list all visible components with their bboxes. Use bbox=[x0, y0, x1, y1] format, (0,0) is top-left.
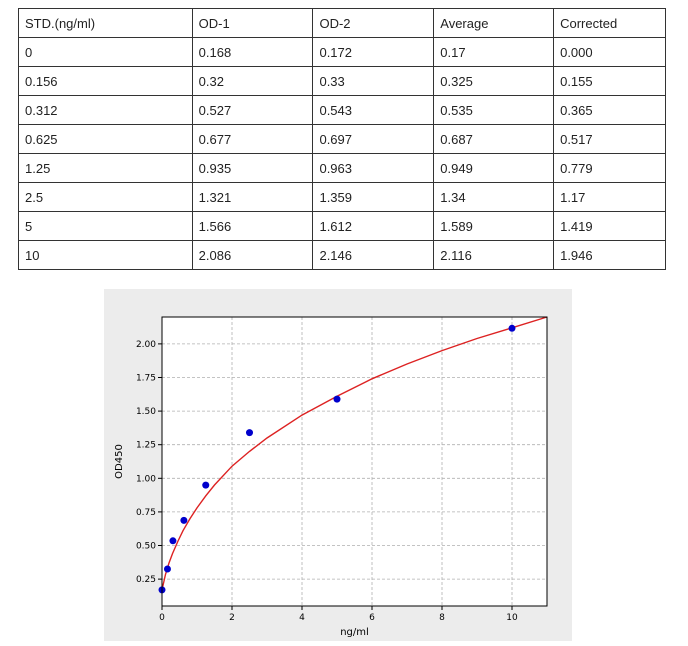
table-cell: 0.325 bbox=[433, 66, 555, 96]
table-row: 1.25 0.935 0.963 0.949 0.779 bbox=[18, 153, 666, 183]
table-header-cell: STD.(ng/ml) bbox=[18, 8, 193, 38]
table-row: 0.312 0.527 0.543 0.535 0.365 bbox=[18, 95, 666, 125]
table-cell: 2.5 bbox=[18, 182, 193, 212]
table-cell: 0.155 bbox=[553, 66, 666, 96]
table-cell: 0 bbox=[18, 37, 193, 67]
standard-curve-table: STD.(ng/ml) OD-1 OD-2 Average Corrected 0 0.16… bbox=[18, 8, 666, 270]
table-header-cell: Corrected bbox=[553, 8, 666, 38]
data-point bbox=[180, 516, 188, 524]
table-cell: 5 bbox=[18, 211, 193, 241]
x-tick-label: 10 bbox=[506, 613, 518, 623]
table-cell: 2.086 bbox=[191, 240, 314, 270]
table-cell: 1.612 bbox=[312, 211, 435, 241]
x-tick-label: 8 bbox=[439, 613, 445, 623]
data-point bbox=[169, 537, 177, 545]
y-tick-label: 0.75 bbox=[136, 508, 156, 518]
x-tick-label: 0 bbox=[159, 613, 165, 623]
y-tick-label: 1.25 bbox=[136, 441, 156, 451]
data-point bbox=[508, 324, 516, 332]
table-cell: 0.168 bbox=[191, 37, 314, 67]
x-tick-label: 2 bbox=[229, 613, 235, 623]
plot-frame bbox=[161, 316, 548, 607]
standard-curve-figure: 0 2 4 6 8 10 0.25 0.50 0.75 1.00 1.25 1.50 1.75 2.00 n… bbox=[104, 289, 572, 641]
table-cell: 0.779 bbox=[553, 153, 666, 183]
plot-area bbox=[162, 317, 547, 606]
table-header-cell: OD-1 bbox=[191, 8, 314, 38]
y-tick-label: 0.50 bbox=[136, 542, 156, 552]
table-row: 5 1.566 1.612 1.589 1.419 bbox=[18, 211, 666, 241]
table-row: 0.625 0.677 0.697 0.687 0.517 bbox=[18, 124, 666, 154]
table-cell: 1.589 bbox=[433, 211, 555, 241]
y-tick-label: 2.00 bbox=[136, 340, 156, 350]
y-tick-label: 1.75 bbox=[136, 373, 156, 383]
table-cell: 1.946 bbox=[553, 240, 666, 270]
x-tick-label: 4 bbox=[299, 613, 305, 623]
table-row: 0 0.168 0.172 0.17 0.000 bbox=[18, 37, 666, 67]
table-cell: 0.535 bbox=[433, 95, 555, 125]
table-cell: 0.312 bbox=[18, 95, 193, 125]
y-tick-label: 0.25 bbox=[136, 575, 156, 585]
table-cell: 1.566 bbox=[191, 211, 314, 241]
table-cell: 1.25 bbox=[18, 153, 193, 183]
table-cell: 0.527 bbox=[191, 95, 314, 125]
table-cell: 0.000 bbox=[553, 37, 666, 67]
table-cell: 0.935 bbox=[191, 153, 314, 183]
table-cell: 0.697 bbox=[312, 124, 435, 154]
data-point bbox=[333, 395, 341, 403]
table-cell: 0.172 bbox=[312, 37, 435, 67]
table-header-cell: Average bbox=[433, 8, 555, 38]
table-cell: 0.33 bbox=[312, 66, 435, 96]
table-cell: 0.963 bbox=[312, 153, 435, 183]
fit-curve bbox=[161, 316, 548, 591]
y-tick-label: 1.00 bbox=[136, 474, 156, 484]
table-cell: 1.17 bbox=[553, 182, 666, 212]
standard-curve-chart: 0 2 4 6 8 10 0.25 0.50 0.75 1.00 1.25 1.50 1.75 2.00 n… bbox=[114, 316, 548, 638]
table-cell: 2.116 bbox=[433, 240, 555, 270]
table-cell: 10 bbox=[18, 240, 193, 270]
table-cell: 0.687 bbox=[433, 124, 555, 154]
table-cell: 0.677 bbox=[191, 124, 314, 154]
table-cell: 0.949 bbox=[433, 153, 555, 183]
table-cell: 0.517 bbox=[553, 124, 666, 154]
table-cell: 0.156 bbox=[18, 66, 193, 96]
table-row: 2.5 1.321 1.359 1.34 1.17 bbox=[18, 182, 666, 212]
table-cell: 1.321 bbox=[191, 182, 314, 212]
data-point bbox=[202, 481, 210, 489]
table-cell: 1.419 bbox=[553, 211, 666, 241]
table-cell: 0.625 bbox=[18, 124, 193, 154]
table-cell: 0.543 bbox=[312, 95, 435, 125]
table-cell: 1.34 bbox=[433, 182, 555, 212]
x-tick-label: 6 bbox=[369, 613, 375, 623]
data-point bbox=[163, 565, 171, 573]
table-header-row: STD.(ng/ml) OD-1 OD-2 Average Corrected bbox=[18, 8, 666, 38]
table-cell: 2.146 bbox=[312, 240, 435, 270]
data-point bbox=[246, 429, 253, 437]
table-cell: 0.365 bbox=[553, 95, 666, 125]
x-axis-label: ng/ml bbox=[340, 627, 369, 638]
y-tick-label: 1.50 bbox=[136, 407, 156, 417]
table-header-cell: OD-2 bbox=[312, 8, 435, 38]
y-axis-label: OD450 bbox=[114, 444, 125, 479]
table-row: 0.156 0.32 0.33 0.325 0.155 bbox=[18, 66, 666, 96]
table-cell: 0.17 bbox=[433, 37, 555, 67]
table-cell: 1.359 bbox=[312, 182, 435, 212]
table-cell: 0.32 bbox=[191, 66, 314, 96]
table-row: 10 2.086 2.146 2.116 1.946 bbox=[18, 240, 666, 270]
